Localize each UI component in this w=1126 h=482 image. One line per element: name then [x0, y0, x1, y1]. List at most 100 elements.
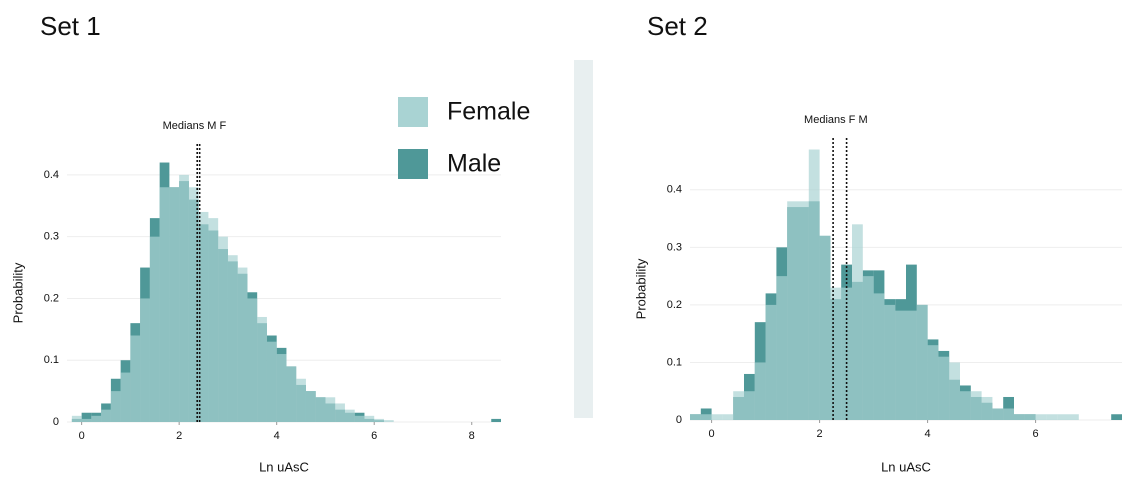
- histogram-bar: [81, 418, 92, 422]
- histogram-bar: [198, 211, 209, 422]
- x-tick-label: 4: [274, 430, 280, 442]
- y-tick-label: 0.1: [44, 354, 59, 366]
- histogram-bar: [149, 236, 160, 422]
- histogram-bar: [798, 201, 809, 420]
- histogram-bar: [981, 396, 993, 420]
- legend-swatch: [398, 97, 428, 127]
- y-tick-label: 0.4: [667, 184, 682, 196]
- histogram-bar: [690, 414, 701, 420]
- histogram-bar: [906, 310, 917, 420]
- histogram-bar: [354, 415, 365, 422]
- histogram-bar: [1057, 414, 1068, 420]
- legend-label: Female: [447, 98, 530, 126]
- histogram-bar: [992, 408, 1004, 420]
- histogram-bar: [852, 224, 863, 420]
- y-tick-label: 0: [53, 416, 59, 428]
- histogram-bar: [81, 412, 92, 422]
- histogram-bar: [819, 235, 831, 420]
- histogram-bar: [276, 354, 287, 422]
- x-tick-label: 0: [79, 430, 85, 442]
- y-axis-label: Probability: [633, 258, 648, 319]
- x-axis-label: Ln uAsC: [881, 459, 931, 474]
- histogram-bar: [808, 149, 820, 421]
- histogram-bar: [862, 276, 874, 420]
- y-tick-label: 0.2: [667, 299, 682, 311]
- histogram-bar: [257, 316, 267, 422]
- histogram-bar: [970, 391, 982, 420]
- histogram-bar: [169, 187, 180, 422]
- y-tick-label: 0: [676, 414, 682, 426]
- histogram-bar: [188, 187, 199, 422]
- histogram-bar: [335, 403, 345, 422]
- legend-swatch: [398, 149, 428, 179]
- histogram-bar: [927, 345, 939, 420]
- histogram-bar: [159, 187, 170, 422]
- histogram-bar: [895, 310, 906, 420]
- chart-title: Set 2: [647, 11, 708, 41]
- histogram-bar: [491, 418, 501, 422]
- histogram-bar: [130, 335, 141, 422]
- histogram-bar: [1003, 408, 1014, 420]
- x-tick-label: 6: [371, 430, 377, 442]
- histogram-bar: [286, 366, 297, 422]
- median-label: Medians F M: [804, 114, 868, 126]
- histogram-bar: [916, 304, 928, 420]
- y-tick-label: 0.4: [44, 169, 59, 181]
- y-tick-label: 0.2: [44, 292, 59, 304]
- histogram-bar: [949, 362, 960, 420]
- histogram-bar: [1014, 414, 1025, 420]
- x-axis-label: Ln uAsC: [259, 459, 309, 474]
- histogram-bar: [266, 341, 277, 422]
- histogram-bar: [1046, 414, 1058, 420]
- histogram-bar: [938, 356, 950, 420]
- x-tick-label: 4: [925, 428, 931, 440]
- separator: [574, 60, 593, 418]
- histogram-bar: [1111, 414, 1122, 420]
- histogram-bar: [315, 397, 326, 422]
- histogram-bar: [700, 414, 712, 420]
- histogram-bar: [960, 391, 971, 420]
- histogram-bar: [733, 391, 744, 420]
- x-tick-label: 6: [1033, 428, 1039, 440]
- histogram-bar: [744, 391, 755, 420]
- histogram-bar: [830, 287, 842, 420]
- chart-title: Set 1: [40, 11, 101, 41]
- x-tick-label: 0: [709, 428, 715, 440]
- y-tick-label: 0.3: [667, 241, 682, 253]
- histogram-bar: [325, 397, 336, 422]
- histogram-bar: [383, 420, 394, 422]
- histogram-bar: [305, 391, 316, 422]
- histogram-bar: [179, 174, 189, 422]
- histogram-bar: [884, 304, 896, 420]
- x-tick-label: 8: [469, 430, 475, 442]
- histogram-bar: [140, 298, 150, 422]
- histogram-bar: [227, 255, 238, 422]
- histogram-bar: [1035, 414, 1047, 420]
- y-tick-label: 0.3: [44, 231, 59, 243]
- histogram-bar: [247, 298, 258, 422]
- legend-label: Male: [447, 150, 501, 178]
- histogram-bar: [374, 418, 384, 422]
- histogram-bar: [873, 293, 885, 420]
- histogram-bar: [1024, 414, 1036, 420]
- histogram-bar: [364, 415, 375, 422]
- histogram-bar: [722, 414, 734, 420]
- histogram-bar: [71, 415, 82, 422]
- histogram-bar: [841, 287, 852, 420]
- histogram-bar: [101, 409, 111, 422]
- histogram-bar: [110, 391, 121, 422]
- histogram-bar: [237, 267, 248, 422]
- histogram-bar: [1068, 414, 1079, 420]
- histogram-bar: [344, 409, 355, 422]
- y-tick-label: 0.1: [667, 356, 682, 368]
- histogram-bar: [218, 236, 228, 422]
- x-tick-label: 2: [176, 430, 182, 442]
- histogram-bar: [765, 304, 777, 420]
- median-label: Medians M F: [163, 120, 227, 132]
- histogram-bar: [754, 362, 766, 420]
- histogram-bar: [296, 378, 306, 422]
- histogram-bar: [776, 276, 788, 420]
- histogram-bar: [711, 414, 723, 420]
- x-tick-label: 2: [817, 428, 823, 440]
